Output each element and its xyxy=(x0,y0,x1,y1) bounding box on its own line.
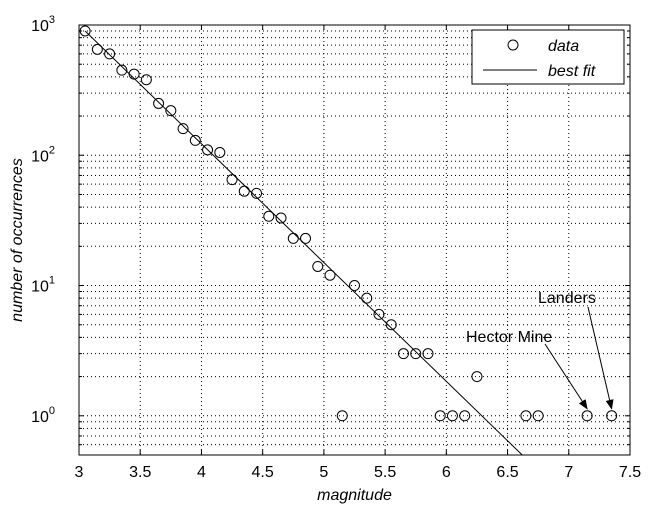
data-point xyxy=(312,260,324,272)
data-point xyxy=(532,410,544,422)
data-point xyxy=(79,25,91,37)
y-axis-label: number of occurrences xyxy=(9,158,26,322)
data-point xyxy=(275,212,287,224)
best-fit-line xyxy=(84,30,523,456)
data-point xyxy=(251,187,263,199)
x-tick-label: 4 xyxy=(197,464,206,481)
data-point xyxy=(410,348,422,360)
data-point xyxy=(128,68,140,80)
data-point xyxy=(140,74,152,86)
x-tick-label: 5 xyxy=(319,464,328,481)
y-tick-exponent: 0 xyxy=(49,405,55,417)
data-point xyxy=(446,410,458,422)
y-tick-base: 10 xyxy=(31,409,49,426)
data-point xyxy=(263,210,275,222)
x-tick-label: 6 xyxy=(442,464,451,481)
data-point xyxy=(324,269,336,281)
annotation-label: Hector Mine xyxy=(466,329,552,346)
y-tick-exponent: 2 xyxy=(49,144,55,156)
annotation-label: Landers xyxy=(538,290,596,307)
data-point xyxy=(349,280,360,292)
annotations: Landers Hector Mine xyxy=(466,290,614,410)
y-tick-label: 103 xyxy=(31,14,55,35)
data-point xyxy=(434,410,446,422)
x-tick-label: 5.5 xyxy=(374,464,396,481)
x-tick-labels: 3 3.5 4 4.5 5 5.5 6 6.5 7 7.5 xyxy=(75,464,642,481)
data-point xyxy=(104,48,116,60)
y-tick-exponent: 1 xyxy=(49,275,55,287)
data-point xyxy=(226,174,238,186)
data-point xyxy=(520,410,532,422)
data-point xyxy=(336,410,348,422)
y-tick-label: 101 xyxy=(31,275,55,296)
y-tick-base: 10 xyxy=(31,18,49,35)
data-point xyxy=(287,232,299,244)
y-tick-label: 102 xyxy=(31,144,55,165)
data-point xyxy=(238,185,250,197)
plot-area xyxy=(78,24,631,456)
data-point xyxy=(397,348,409,360)
data-point xyxy=(202,144,214,156)
annotation-arrow xyxy=(587,306,614,410)
legend: data best fit xyxy=(471,29,625,85)
x-axis-label: magnitude xyxy=(317,487,392,504)
data-point xyxy=(116,64,128,76)
data-point xyxy=(300,232,312,244)
data-point xyxy=(91,43,103,55)
data-point xyxy=(471,371,483,383)
x-tick-label: 7 xyxy=(564,464,573,481)
legend-label-data: data xyxy=(548,38,579,55)
y-tick-base: 10 xyxy=(31,279,49,296)
data-point xyxy=(177,123,189,135)
data-point xyxy=(459,410,471,422)
data-point xyxy=(165,105,177,117)
data-point xyxy=(422,348,434,360)
x-tick-label: 7.5 xyxy=(619,464,641,481)
axis-ticks xyxy=(78,24,631,456)
data-point xyxy=(606,410,618,422)
legend-marker-circle xyxy=(507,39,519,51)
y-tick-exponent: 3 xyxy=(49,14,55,26)
data-point xyxy=(581,410,593,422)
x-tick-label: 3 xyxy=(75,464,84,481)
legend-label-best-fit: best fit xyxy=(548,63,596,80)
y-tick-label: 100 xyxy=(31,405,55,426)
data-point xyxy=(361,292,373,304)
x-tick-label: 4.5 xyxy=(252,464,274,481)
data-point xyxy=(385,319,397,331)
data-point xyxy=(189,134,201,146)
data-point xyxy=(153,97,165,109)
data-point xyxy=(214,147,226,159)
series xyxy=(79,25,618,456)
y-tick-base: 10 xyxy=(31,148,49,165)
annotation-arrow xyxy=(544,343,588,410)
x-tick-label: 6.5 xyxy=(496,464,518,481)
data-point xyxy=(373,308,385,320)
grid xyxy=(79,25,630,455)
x-tick-label: 3.5 xyxy=(129,464,151,481)
legend-box xyxy=(471,29,625,85)
